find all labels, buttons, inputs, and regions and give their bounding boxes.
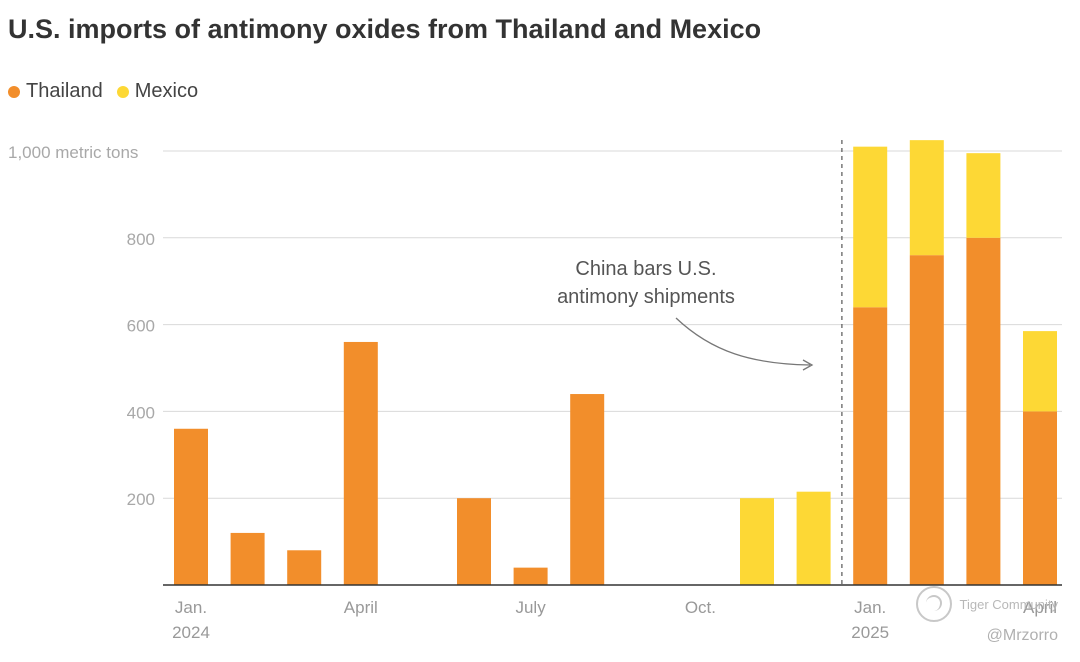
bar-thailand-13 [909, 255, 944, 585]
y-tick-label: 200 [127, 490, 155, 509]
bar-thailand-12 [853, 307, 888, 585]
annotation-text: antimony shipments [557, 286, 735, 308]
y-tick-label: 600 [127, 317, 155, 336]
bar-thailand-5 [457, 498, 491, 585]
legend-swatch-mexico [116, 85, 129, 98]
watermark: Tiger Community [915, 586, 1058, 622]
bar-mexico-11 [796, 491, 831, 585]
y-tick-label: 1,000 metric tons [8, 143, 138, 162]
x-tick-label: Jan. [175, 598, 207, 617]
bar-thailand-6 [513, 567, 548, 585]
legend-swatch-thailand [8, 85, 20, 98]
x-tick-label: Jan. [854, 598, 886, 617]
bar-thailand-0 [174, 428, 208, 585]
bar-mexico-12 [853, 146, 888, 308]
legend-label-thailand: Thailand [26, 80, 103, 102]
tiger-logo-icon [915, 586, 952, 622]
bar-thailand-3 [343, 341, 378, 585]
legend-item-mexico: Mexico [116, 80, 199, 103]
legend-label-mexico: Mexico [134, 80, 199, 102]
x-tick-label: 2025 [851, 623, 889, 642]
y-tick-label: 400 [127, 403, 155, 422]
bar-mexico-10 [740, 498, 774, 585]
bar-thailand-7 [570, 394, 605, 585]
watermark-brand: Tiger Community [959, 596, 1058, 612]
chart-title: U.S. imports of antimony oxides from Tha… [8, 14, 762, 44]
bar-thailand-2 [287, 550, 322, 585]
watermark-handle: @Mrzorro [986, 627, 1058, 644]
x-tick-label: April [1023, 598, 1057, 617]
legend: Thailand Mexico [8, 80, 212, 103]
bar-thailand-15 [1023, 411, 1057, 585]
bar-mexico-14 [966, 153, 1001, 238]
y-tick-label: 800 [127, 230, 155, 249]
x-tick-label: 2024 [172, 623, 210, 642]
bar-thailand-14 [966, 237, 1001, 586]
bar-mexico-15 [1023, 331, 1057, 412]
bar-mexico-13 [909, 140, 944, 256]
bar-thailand-1 [230, 532, 265, 585]
annotation-text: China bars U.S. [575, 258, 716, 280]
legend-item-thailand: Thailand [8, 80, 103, 103]
x-tick-label: July [515, 598, 546, 617]
annotation-arrowhead-icon [802, 359, 814, 371]
x-tick-label: Oct. [685, 598, 716, 617]
annotation-arrow-icon [675, 317, 811, 366]
x-tick-label: April [344, 598, 378, 617]
